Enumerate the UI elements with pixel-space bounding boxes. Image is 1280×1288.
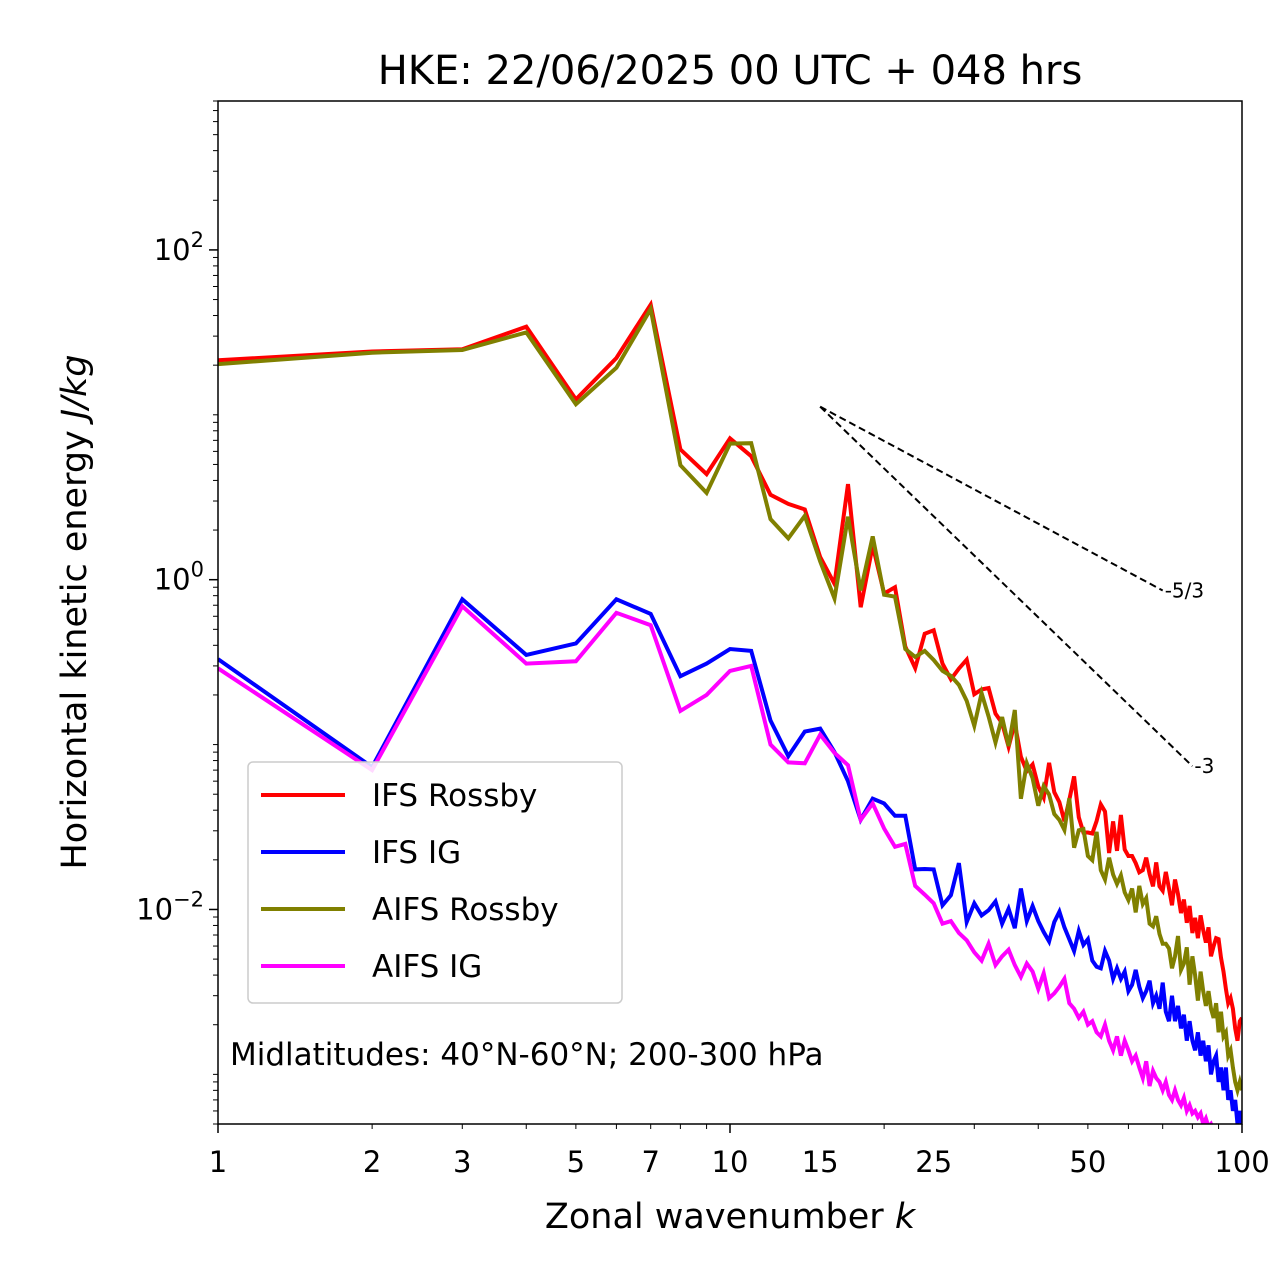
legend-label-aifs-rossby: AIFS Rossby (372, 892, 559, 928)
x-tick-label: 1 (209, 1145, 227, 1179)
y-tick-label: 10−2 (136, 887, 204, 926)
y-tick-label: 102 (154, 228, 204, 267)
x-axis-label: Zonal wavenumber k (545, 1197, 917, 1237)
x-tick-label: 5 (567, 1145, 585, 1179)
slope-line-5-3 (819, 405, 1164, 592)
reference-slopes: -5/3 -3 (819, 405, 1214, 778)
x-tick-label: 7 (641, 1145, 659, 1179)
legend-label-ifs-rossby: IFS Rossby (372, 778, 537, 814)
x-tick-label: 2 (363, 1145, 381, 1179)
x-tick-label: 3 (453, 1145, 471, 1179)
series-layer (218, 299, 1242, 1124)
region-annotation: Midlatitudes: 40°N-60°N; 200-300 hPa (230, 1037, 824, 1073)
y-axis-label-unit: J/kg (55, 354, 95, 425)
legend-label-ifs-ig: IFS IG (372, 835, 461, 871)
series-line-aifs-ig (218, 603, 1218, 1124)
slope-label-5-3: -5/3 (1165, 578, 1204, 602)
x-axis-ticks: 1 2 3 5 7 10 15 25 50 100 (209, 1124, 1270, 1179)
slope-line-3 (819, 405, 1194, 767)
y-axis-label-text: Horizontal kinetic energy (55, 419, 95, 869)
x-tick-label: 10 (712, 1145, 749, 1179)
chart-title: HKE: 22/06/2025 00 UTC + 048 hrs (378, 48, 1083, 94)
y-tick-label: 100 (154, 558, 204, 597)
x-tick-label: 15 (802, 1145, 839, 1179)
slope-label-3: -3 (1194, 754, 1214, 778)
x-axis-label-text: Zonal wavenumber (545, 1197, 895, 1237)
y-axis-ticks: 102 100 10−2 (136, 100, 218, 1125)
x-tick-label: 25 (915, 1145, 952, 1179)
x-tick-label: 100 (1214, 1145, 1269, 1179)
x-tick-label: 50 (1069, 1145, 1106, 1179)
y-axis-label: Horizontal kinetic energy J/kg (55, 354, 95, 869)
legend-label-aifs-ig: AIFS IG (372, 949, 482, 985)
legend-box (247, 761, 623, 1004)
x-axis-label-var: k (895, 1197, 917, 1237)
series-line-aifs-rossby (218, 303, 1242, 1098)
legend: IFS Rossby IFS IG AIFS Rossby AIFS IG (247, 761, 623, 1004)
